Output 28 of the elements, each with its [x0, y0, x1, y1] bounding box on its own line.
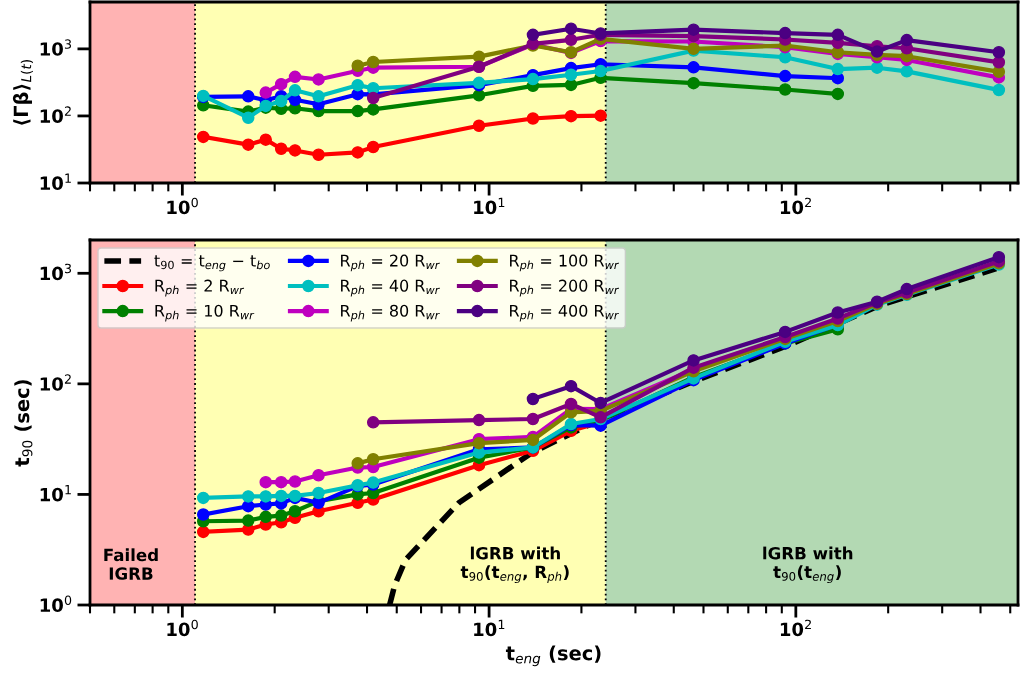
x-tick-label: 10$^{0}$: [167, 619, 198, 637]
y-tick-label: 10$^{1}$: [40, 485, 71, 502]
y-tick-label: 10$^{3}$: [40, 39, 72, 56]
legend-label: R$_{ph}$ = 400 R$_{wr}$: [510, 304, 620, 322]
legend-label: R$_{ph}$ = 100 R$_{wr}$: [510, 254, 620, 272]
legend-label: t$_{90}$ = t$_{eng}$ − t$_{bo}$: [154, 255, 270, 272]
legend-label: R$_{ph}$ = 10 R$_{wr}$: [155, 304, 255, 322]
y-tick-label: 10$^{1}$: [40, 173, 71, 190]
x-tick-label: 10$^{0}$: [167, 197, 198, 215]
x-tick-label: 10$^{2}$: [780, 197, 811, 215]
band-label: Failed IGRB: [104, 548, 158, 580]
y-tick-label: 10$^{0}$: [40, 595, 72, 612]
y-axis-title: ⟨Γβ⟩$_{L(t)}$: [12, 60, 33, 125]
x-tick-label: 10$^{2}$: [780, 619, 811, 637]
band-label: lGRB with t$_{90}$(t$_{eng}$, R$_{ph}$): [460, 546, 569, 584]
legend-label: R$_{ph}$ = 200 R$_{wr}$: [510, 279, 620, 297]
y-tick-label: 10$^{3}$: [40, 263, 72, 281]
x-tick-label: 10$^{1}$: [474, 619, 505, 637]
x-tick-label: 10$^{1}$: [474, 197, 505, 215]
legend-label: R$_{ph}$ = 40 R$_{wr}$: [341, 279, 440, 297]
legend-label: R$_{ph}$ = 80 R$_{wr}$: [341, 304, 440, 322]
band-label: lGRB with t$_{90}$(t$_{eng}$): [763, 546, 853, 584]
legend-label: R$_{ph}$ = 2 R$_{wr}$: [155, 279, 245, 297]
x-axis-title: t$_{eng}$ (sec): [505, 645, 601, 667]
legend-label: R$_{ph}$ = 20 R$_{wr}$: [341, 254, 440, 272]
y-tick-label: 10$^{2}$: [40, 106, 71, 123]
y-tick-label: 10$^{2}$: [40, 374, 71, 391]
y-axis-title: t$_{90}$ (sec): [14, 380, 33, 467]
